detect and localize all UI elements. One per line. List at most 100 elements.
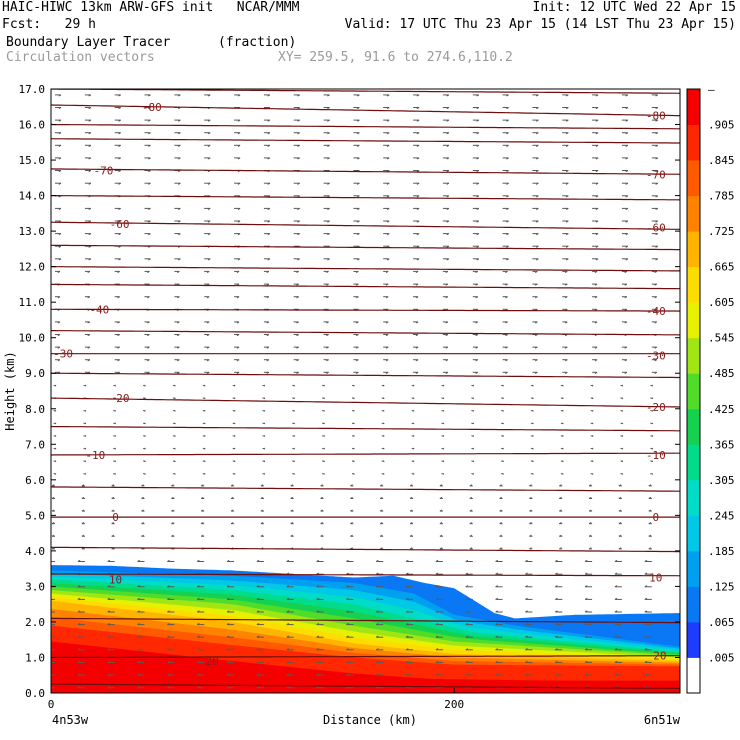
contour-label: 10	[109, 573, 122, 586]
circulation-vector-head	[441, 435, 445, 437]
circulation-vector-head	[196, 635, 200, 638]
circulation-vector-head	[87, 270, 91, 274]
circulation-vector-head	[648, 496, 652, 499]
circulation-vector-head	[614, 597, 618, 600]
circulation-vector-head	[505, 359, 508, 362]
circulation-vector-head	[232, 384, 236, 387]
circulation-vector-head	[196, 622, 200, 626]
circulation-vector-head	[495, 559, 499, 562]
circulation-vector-head	[501, 473, 504, 475]
circulation-vector-head	[327, 207, 330, 211]
colorbar-tick-label: .665	[708, 261, 735, 274]
circulation-vector-head	[441, 384, 445, 387]
temperature-contour	[51, 573, 680, 577]
circulation-vector-head	[88, 144, 92, 147]
circulation-vector-head	[292, 397, 295, 400]
circulation-vector-head	[530, 473, 534, 475]
circulation-vector-head	[475, 371, 479, 374]
circulation-vector-head	[327, 119, 330, 122]
circulation-vector-head	[655, 157, 659, 160]
circulation-vector-head	[441, 460, 445, 463]
circulation-vector-head	[167, 648, 170, 651]
circulation-vector-head	[501, 410, 504, 412]
circulation-vector-head	[409, 522, 413, 525]
circulation-vector-head	[625, 119, 629, 122]
circulation-vector-head	[172, 422, 176, 425]
circulation-vector-head	[650, 384, 653, 387]
circulation-vector-head	[58, 144, 62, 147]
circulation-vector-head	[416, 195, 420, 198]
circulation-vector-head	[595, 258, 599, 261]
circulation-vector-head	[346, 585, 349, 588]
circulation-vector-head	[525, 572, 528, 575]
circulation-vector-head	[171, 496, 174, 499]
circulation-vector-head	[351, 410, 355, 412]
circulation-vector-head	[614, 660, 618, 663]
circulation-vector-head	[48, 573, 50, 574]
colorbar-tick-label: .545	[708, 332, 735, 345]
circulation-vector-head	[416, 94, 420, 97]
circulation-vector-head	[625, 144, 629, 147]
circulation-vector-head	[48, 661, 50, 662]
circulation-vector-head	[113, 422, 116, 425]
circulation-vector-head	[58, 245, 62, 248]
circulation-vector-head	[409, 496, 413, 499]
circulation-vector-head	[565, 119, 569, 122]
circulation-vector-head	[236, 270, 240, 274]
circulation-vector-head	[465, 585, 469, 588]
circulation-vector-head	[88, 170, 92, 173]
colorbar-tick-label: .065	[708, 616, 735, 629]
circulation-vector-head	[584, 660, 588, 663]
circulation-vector-head	[176, 371, 180, 374]
circulation-vector-head	[560, 397, 564, 400]
circulation-vector-head	[375, 635, 379, 638]
circulation-vector-head	[655, 119, 659, 122]
circulation-vector-head	[83, 422, 87, 425]
circulation-vector-head	[471, 384, 474, 387]
circulation-vector-head	[267, 182, 271, 185]
circulation-vector-head	[196, 673, 200, 676]
circulation-vector-head	[196, 610, 200, 613]
circulation-vector-head	[346, 610, 349, 613]
circulation-vector-head	[555, 559, 558, 562]
y-tick-label: 1.0	[25, 651, 45, 664]
circulation-vector-head	[290, 484, 294, 487]
contour-label: 0	[112, 511, 119, 524]
contour-line	[51, 195, 680, 201]
circulation-vector-head	[48, 586, 50, 587]
circulation-vector-head	[469, 496, 473, 499]
circulation-vector-head	[405, 660, 409, 663]
circulation-vector-head	[614, 622, 618, 626]
circulation-vector-head	[534, 334, 538, 337]
circulation-vector-head	[147, 270, 150, 274]
circulation-vector-head	[297, 182, 300, 185]
circulation-vector-head	[381, 435, 385, 437]
circulation-vector-head	[207, 94, 211, 97]
circulation-vector-head	[648, 484, 652, 487]
circulation-vector-head	[172, 473, 176, 475]
circulation-vector-head	[83, 473, 87, 475]
circulation-vector-head	[230, 522, 234, 525]
circulation-vector-head	[594, 371, 598, 374]
colorbar-swatch	[687, 621, 700, 658]
circulation-vector-head	[202, 410, 206, 412]
contour-line	[51, 330, 680, 336]
circulation-vector-head	[565, 107, 569, 110]
circulation-vector-head	[446, 132, 450, 135]
circulation-vector-head	[172, 447, 176, 450]
circulation-vector-head	[262, 422, 266, 425]
circulation-vector-head	[644, 572, 648, 575]
circulation-vector-head	[296, 346, 299, 349]
circulation-vector-head	[256, 648, 260, 651]
circulation-vector-head	[465, 622, 469, 626]
circulation-vector-head	[624, 359, 628, 362]
circulation-vector-head	[142, 447, 146, 450]
circulation-vector-head	[88, 245, 92, 248]
circulation-vector-head	[322, 447, 325, 450]
y-tick-label: 16.0	[19, 119, 46, 132]
circulation-vector-head	[237, 132, 241, 135]
y-tick-label: 9.0	[25, 367, 45, 380]
circulation-vector-head	[590, 422, 594, 425]
circulation-vector-head	[446, 107, 450, 110]
circulation-vector-head	[618, 484, 622, 487]
